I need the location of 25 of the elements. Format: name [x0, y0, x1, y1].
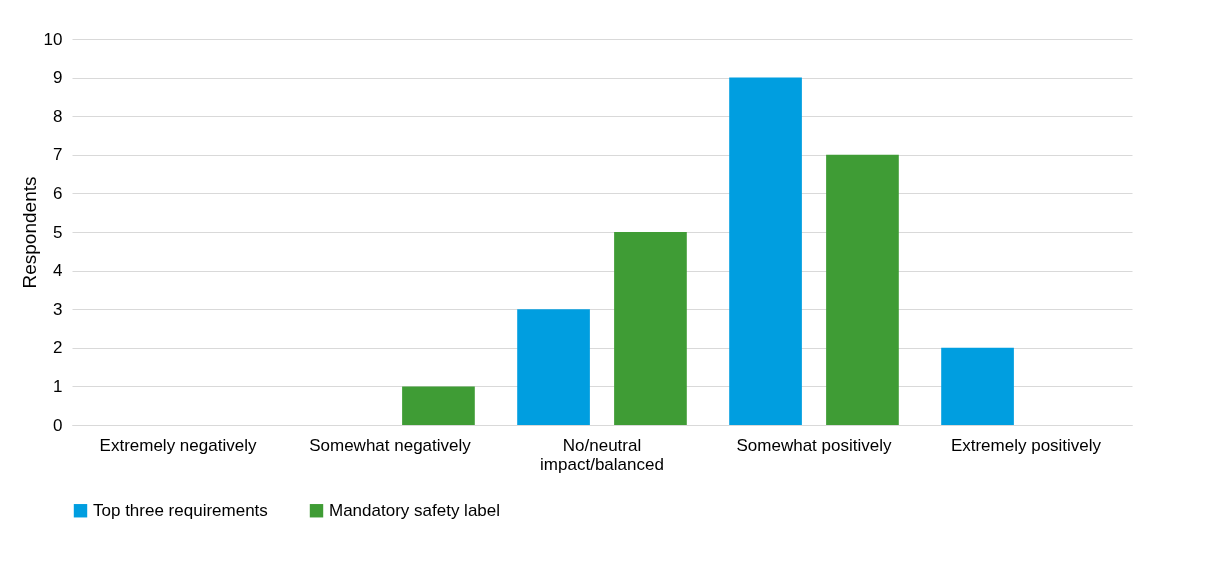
bar	[402, 386, 475, 425]
y-tick-label: 10	[43, 29, 63, 49]
y-tick-label: 7	[53, 145, 63, 165]
bar	[517, 309, 590, 425]
y-tick-label: 9	[53, 68, 63, 88]
y-tick-label: 5	[53, 222, 63, 242]
bar	[614, 232, 687, 425]
legend-label: Top three requirements	[93, 500, 268, 520]
bar	[729, 77, 802, 425]
x-tick-label: Somewhat negatively	[309, 435, 472, 455]
bar	[826, 154, 899, 425]
y-tick-label: 8	[53, 106, 63, 126]
y-tick-label: 4	[53, 261, 63, 281]
y-axis-title: Respondents	[18, 176, 40, 289]
y-tick-label: 3	[53, 299, 63, 319]
y-tick-label: 1	[53, 376, 63, 396]
legend-label: Mandatory safety label	[329, 500, 501, 520]
x-tick-label: Extremely negatively	[99, 435, 257, 455]
y-tick-label: 0	[53, 415, 63, 435]
x-tick-label: Extremely positively	[950, 435, 1102, 455]
bar	[941, 347, 1014, 425]
y-tick-label: 6	[53, 183, 63, 203]
y-tick-label: 2	[53, 338, 63, 358]
x-tick-label: No/neutral impact/balanced	[540, 435, 664, 474]
x-tick-label: Somewhat positively	[736, 435, 892, 455]
